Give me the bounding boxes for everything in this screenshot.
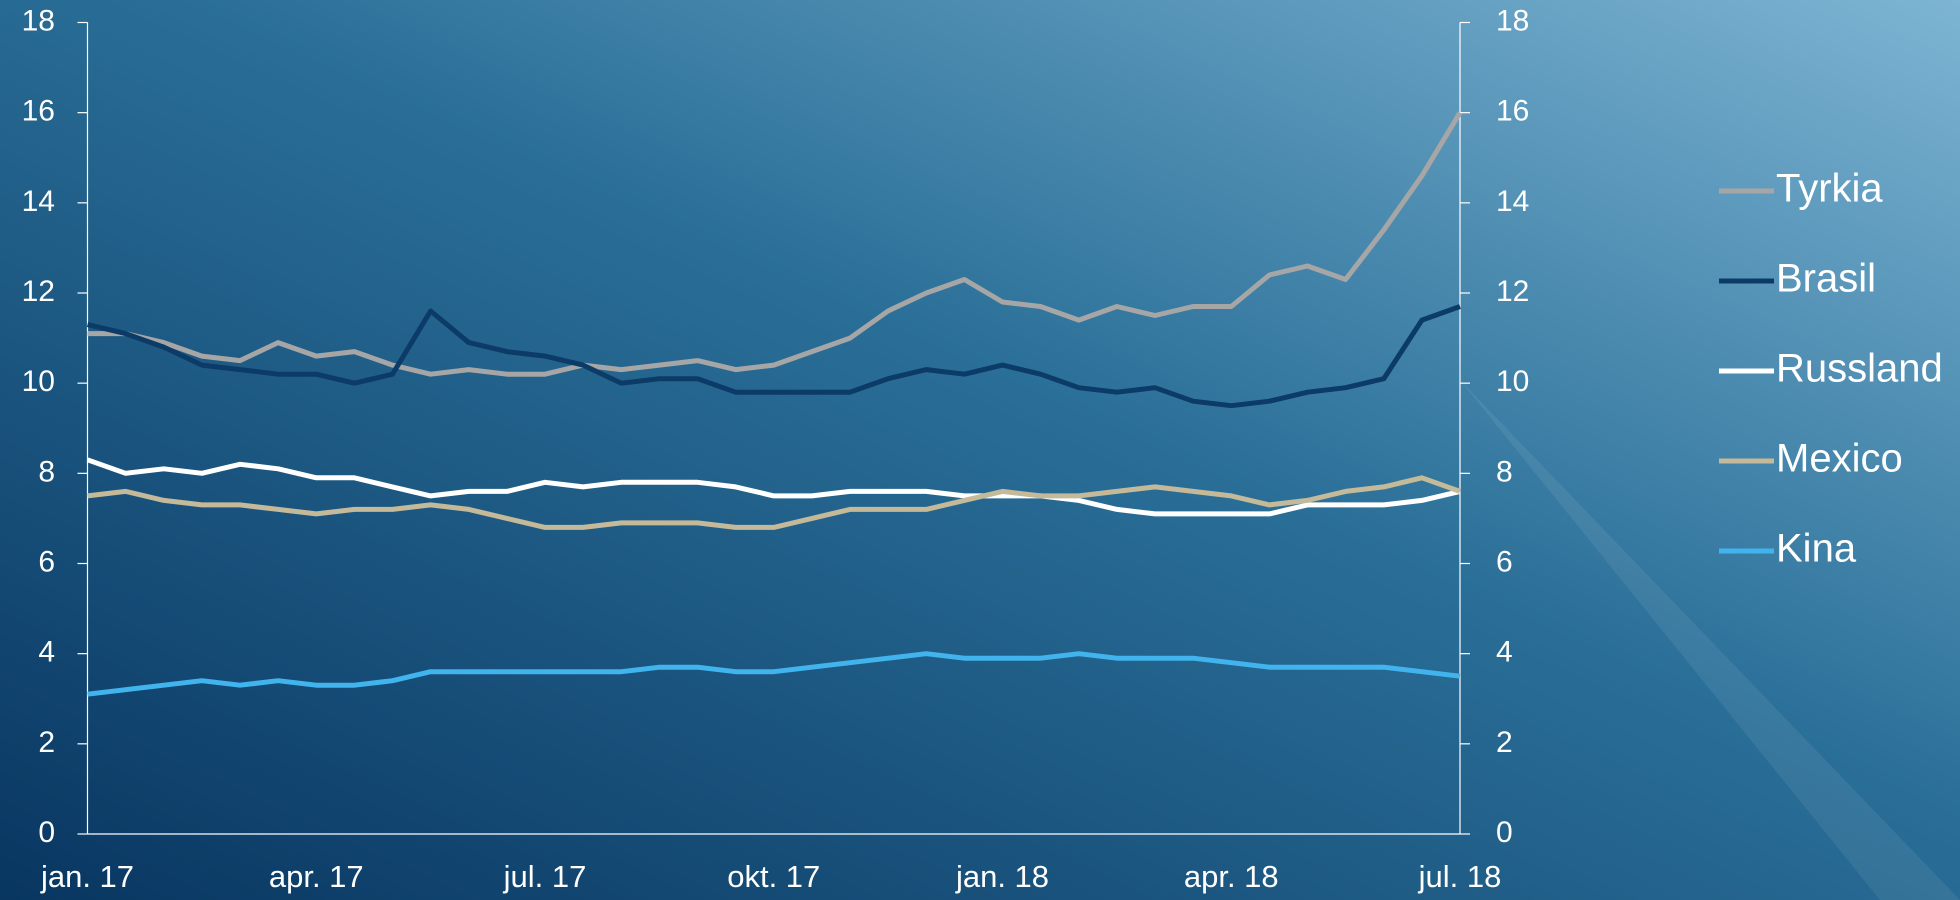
- x-tick-label: jan. 18: [955, 859, 1049, 894]
- legend-label: Brasil: [1776, 257, 1876, 301]
- y-tick-label: 2: [38, 726, 55, 759]
- y2-tick-label: 10: [1496, 365, 1529, 398]
- y-tick-label: 12: [22, 275, 55, 308]
- y-tick-label: 6: [38, 545, 55, 578]
- y-tick-label: 18: [22, 4, 55, 37]
- y2-tick-label: 8: [1496, 455, 1513, 488]
- x-tick-label: apr. 17: [269, 859, 364, 894]
- y-tick-label: 4: [38, 636, 55, 669]
- y2-tick-label: 4: [1496, 636, 1513, 669]
- y2-tick-label: 12: [1496, 275, 1529, 308]
- series-line: [87, 111, 1463, 377]
- x-tick-label: apr. 18: [1184, 859, 1279, 894]
- decoration: [1460, 380, 1960, 900]
- series-line: [86, 304, 1461, 409]
- legend-label: Kina: [1776, 527, 1857, 571]
- series-line: [87, 475, 1461, 530]
- series-line: [87, 651, 1461, 697]
- y2-tick-label: 16: [1496, 95, 1529, 128]
- y-tick-label: 14: [22, 185, 55, 218]
- x-tick-label: jan. 17: [40, 859, 134, 894]
- legend-label: Tyrkia: [1776, 167, 1883, 211]
- y2-tick-label: 2: [1496, 726, 1513, 759]
- series-line: [86, 457, 1461, 517]
- y-tick-label: 0: [38, 816, 55, 849]
- y-tick-label: 8: [38, 455, 55, 488]
- legend-label: Mexico: [1776, 437, 1903, 481]
- y-tick-label: 10: [22, 365, 55, 398]
- x-tick-label: jul. 17: [503, 859, 587, 894]
- y2-tick-label: 6: [1496, 545, 1513, 578]
- y2-tick-label: 18: [1496, 4, 1529, 37]
- y2-tick-label: 14: [1496, 185, 1529, 218]
- x-tick-label: okt. 17: [727, 859, 820, 894]
- legend-label: Russland: [1776, 347, 1943, 391]
- y2-tick-label: 0: [1496, 816, 1513, 849]
- x-tick-label: jul. 18: [1418, 859, 1502, 894]
- y-tick-label: 16: [22, 95, 55, 128]
